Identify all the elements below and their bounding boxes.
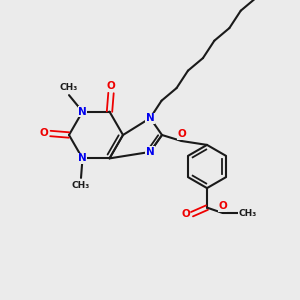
Text: CH₃: CH₃ <box>60 83 78 92</box>
Text: O: O <box>218 201 227 212</box>
Text: CH₃: CH₃ <box>238 208 256 217</box>
Text: O: O <box>39 128 48 139</box>
Text: CH₃: CH₃ <box>72 181 90 190</box>
Text: N: N <box>146 113 154 123</box>
Text: N: N <box>78 106 87 117</box>
Text: O: O <box>177 129 186 140</box>
Text: O: O <box>181 209 190 219</box>
Text: O: O <box>106 81 116 92</box>
Text: N: N <box>146 147 154 157</box>
Text: N: N <box>78 153 87 164</box>
